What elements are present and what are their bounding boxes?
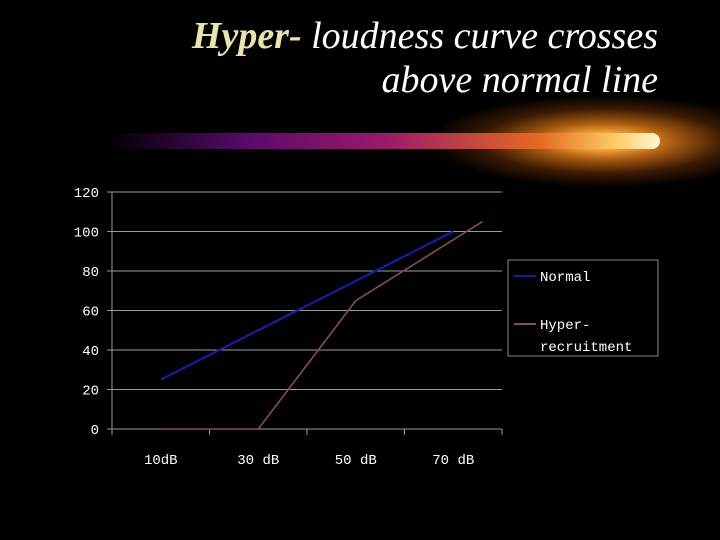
slide-title: Hyper- loudness curve crosses above norm… (192, 14, 658, 102)
y-tick-label: 120 (74, 186, 99, 202)
x-tick-label: 30 dB (237, 453, 279, 469)
title-rest: loudness curve crosses (301, 15, 658, 57)
series-line-hyper-recruitment (160, 220, 483, 430)
decorative-glow (430, 95, 720, 205)
title-emphasis: Hyper- (191, 15, 302, 57)
title-line-2: above normal line (381, 59, 658, 101)
y-tick-label: 80 (82, 265, 99, 281)
decorative-gradient-bar (110, 133, 660, 149)
x-tick-label: 10dB (144, 453, 178, 469)
legend-label: Hyper- (540, 318, 590, 334)
x-tick-label: 70 dB (432, 453, 474, 469)
y-tick-label: 100 (74, 226, 99, 242)
x-tick-label: 50 dB (335, 453, 377, 469)
y-tick-label: 0 (91, 423, 99, 439)
y-tick-label: 20 (82, 384, 99, 400)
y-tick-label: 60 (82, 305, 99, 321)
series-line-normal (160, 230, 454, 381)
title-line-1: Hyper- loudness curve crosses (192, 14, 658, 58)
legend-label: Normal (540, 270, 590, 286)
legend-label: recruitment (540, 340, 632, 356)
y-tick-label: 40 (82, 344, 99, 360)
